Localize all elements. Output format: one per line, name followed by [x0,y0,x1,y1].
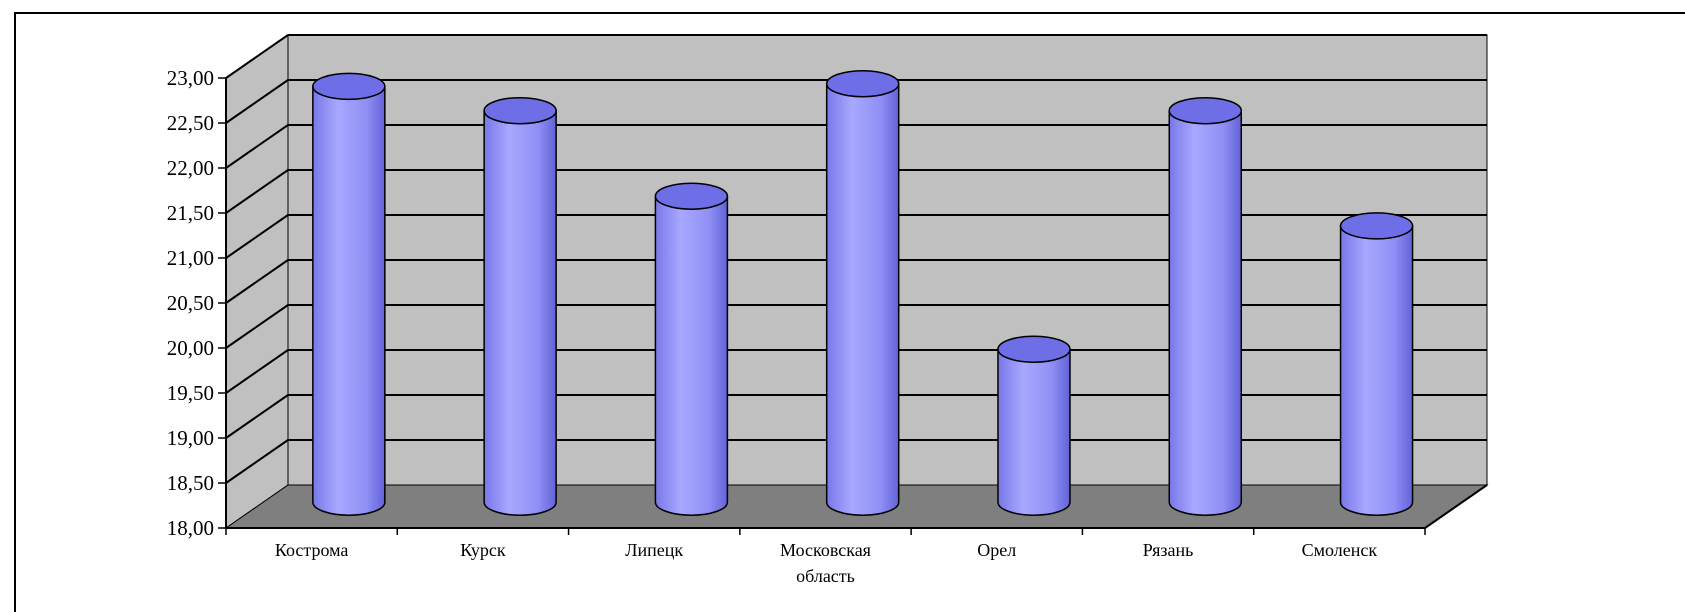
x-tick-label: Рязань [1143,540,1194,560]
gridline-side [225,79,289,124]
bar [1339,212,1414,516]
bar [312,72,386,516]
x-tick-label: Смоленск [1302,540,1378,560]
bar-body [825,82,900,516]
y-tick-label: 22,50 [167,111,214,135]
y-tick-label: 20,50 [167,291,214,315]
bar-body [997,348,1071,516]
bar [1168,96,1243,516]
bar-top [1168,96,1243,125]
x-tick-label: Орел [977,540,1016,560]
bar-body [1339,225,1414,516]
axes [218,77,1488,535]
y-tick-label: 21,00 [167,246,214,270]
bar-body [312,85,386,516]
gridline-side [225,259,289,304]
bar-body [483,109,557,516]
gridline-side [225,34,289,79]
bar-top [312,72,386,101]
y-tick-label: 19,00 [167,426,214,450]
chart-frame [14,12,1685,612]
y-tick-label: 18,50 [167,471,214,495]
bar-top [825,69,900,98]
gridline-side [225,439,289,484]
x-tick-label: Курск [460,540,506,560]
x-tick-label: Московская [780,540,871,560]
labels: 18,00 18,50 19,00 19,50 20,00 20,50 21,00 21,50… [167,66,1378,586]
gridline-side [225,169,289,214]
bar-body [654,195,729,516]
bar-top [997,335,1071,363]
gridline-side [225,214,289,259]
y-tick-label: 19,50 [167,381,214,405]
gridline-side [225,394,289,439]
gridline-side [225,349,289,394]
y-tick-label: 21,50 [167,201,214,225]
x-tick-label: Кострома [275,540,349,560]
bar [483,96,557,516]
y-tick-label: 23,00 [167,66,214,90]
gridline-side [225,124,289,169]
bars [312,69,1414,516]
x-tick-label: Липецк [625,540,683,560]
y-tick-label: 18,00 [167,516,214,540]
y-tick-label: 20,00 [167,336,214,360]
gridline-side [225,304,289,349]
y-tick-label: 22,00 [167,156,214,180]
x-tick-label: область [796,566,855,586]
bar-top [483,96,557,125]
bar [825,69,900,516]
bar-top [654,182,729,210]
bar-top [1339,212,1414,240]
bar [997,335,1071,516]
bar-body [1168,109,1243,516]
bar [654,182,729,516]
floor-edge [1424,484,1488,529]
